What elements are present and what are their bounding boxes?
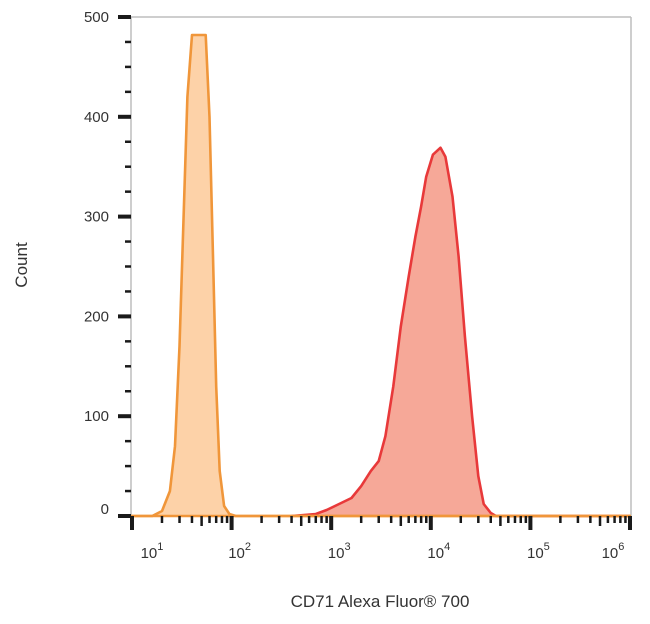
series-fill [132,35,630,516]
x-axis-title: CD71 Alexa Fluor® 700 [290,592,470,611]
x-axis: 101 102 103 104 105 106 [130,516,632,562]
x-tick-label: 105 [527,541,550,562]
series-line [132,33,630,518]
y-axis-title: Count [12,242,31,288]
histogram-series [132,33,630,518]
x-tick-label: 102 [228,541,251,562]
y-axis: 0 100 200 300 400 500 [84,9,131,518]
y-tick-label: 400 [84,109,109,126]
series-line [291,146,630,518]
series-fill [291,147,630,516]
y-tick-label: 0 [101,501,109,518]
y-tick-label: 300 [84,209,109,226]
x-tick-label: 103 [328,541,351,562]
x-tick-label: 101 [141,541,164,562]
y-tick-label: 200 [84,308,109,325]
y-tick-label: 100 [84,408,109,425]
y-tick-label: 500 [84,9,109,26]
x-tick-label: 106 [602,541,625,562]
x-tick-label: 104 [427,541,450,562]
